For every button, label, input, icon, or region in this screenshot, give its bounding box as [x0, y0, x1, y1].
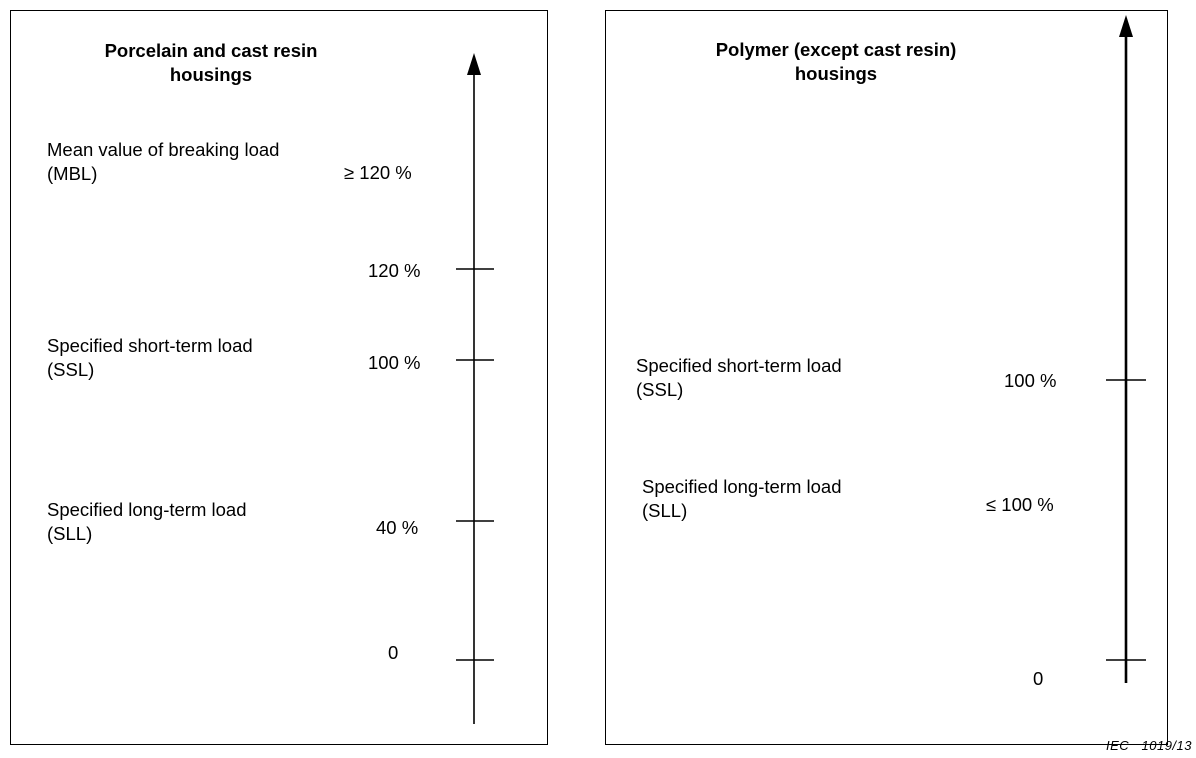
- ssl-label-left: Specified short-term load (SSL): [47, 335, 253, 380]
- polymer-load-axis: [1106, 15, 1146, 683]
- mbl-value: ≥ 120 %: [344, 162, 412, 183]
- porcelain-load-axis: [456, 53, 494, 724]
- figure-reference: IEC 1019/13: [1106, 738, 1192, 753]
- porcelain-panel: Porcelain and cast resin housings Mean v…: [10, 10, 548, 745]
- tick-label-0-right: 0: [1033, 668, 1044, 689]
- sll-label-left: Specified long-term load (SLL): [47, 499, 247, 544]
- polymer-panel: Polymer (except cast resin) housings Spe…: [605, 10, 1168, 745]
- axis-arrow-icon: [467, 53, 481, 75]
- porcelain-panel-title: Porcelain and cast resin housings: [104, 40, 318, 85]
- tick-label-0-left: 0: [388, 642, 399, 663]
- tick-label-100-right: 100 %: [1004, 370, 1057, 391]
- sll-value-right: ≤ 100 %: [986, 494, 1054, 515]
- polymer-panel-title: Polymer (except cast resin) housings: [715, 39, 957, 84]
- axis-arrow-icon: [1119, 15, 1133, 37]
- tick-label-40: 40 %: [376, 517, 419, 538]
- ssl-label-right: Specified short-term load (SSL): [636, 355, 842, 400]
- mbl-label: Mean value of breaking load (MBL): [47, 139, 280, 184]
- sll-label-right: Specified long-term load (SLL): [642, 476, 842, 521]
- tick-label-100-left: 100 %: [368, 352, 421, 373]
- tick-label-120: 120 %: [368, 260, 421, 281]
